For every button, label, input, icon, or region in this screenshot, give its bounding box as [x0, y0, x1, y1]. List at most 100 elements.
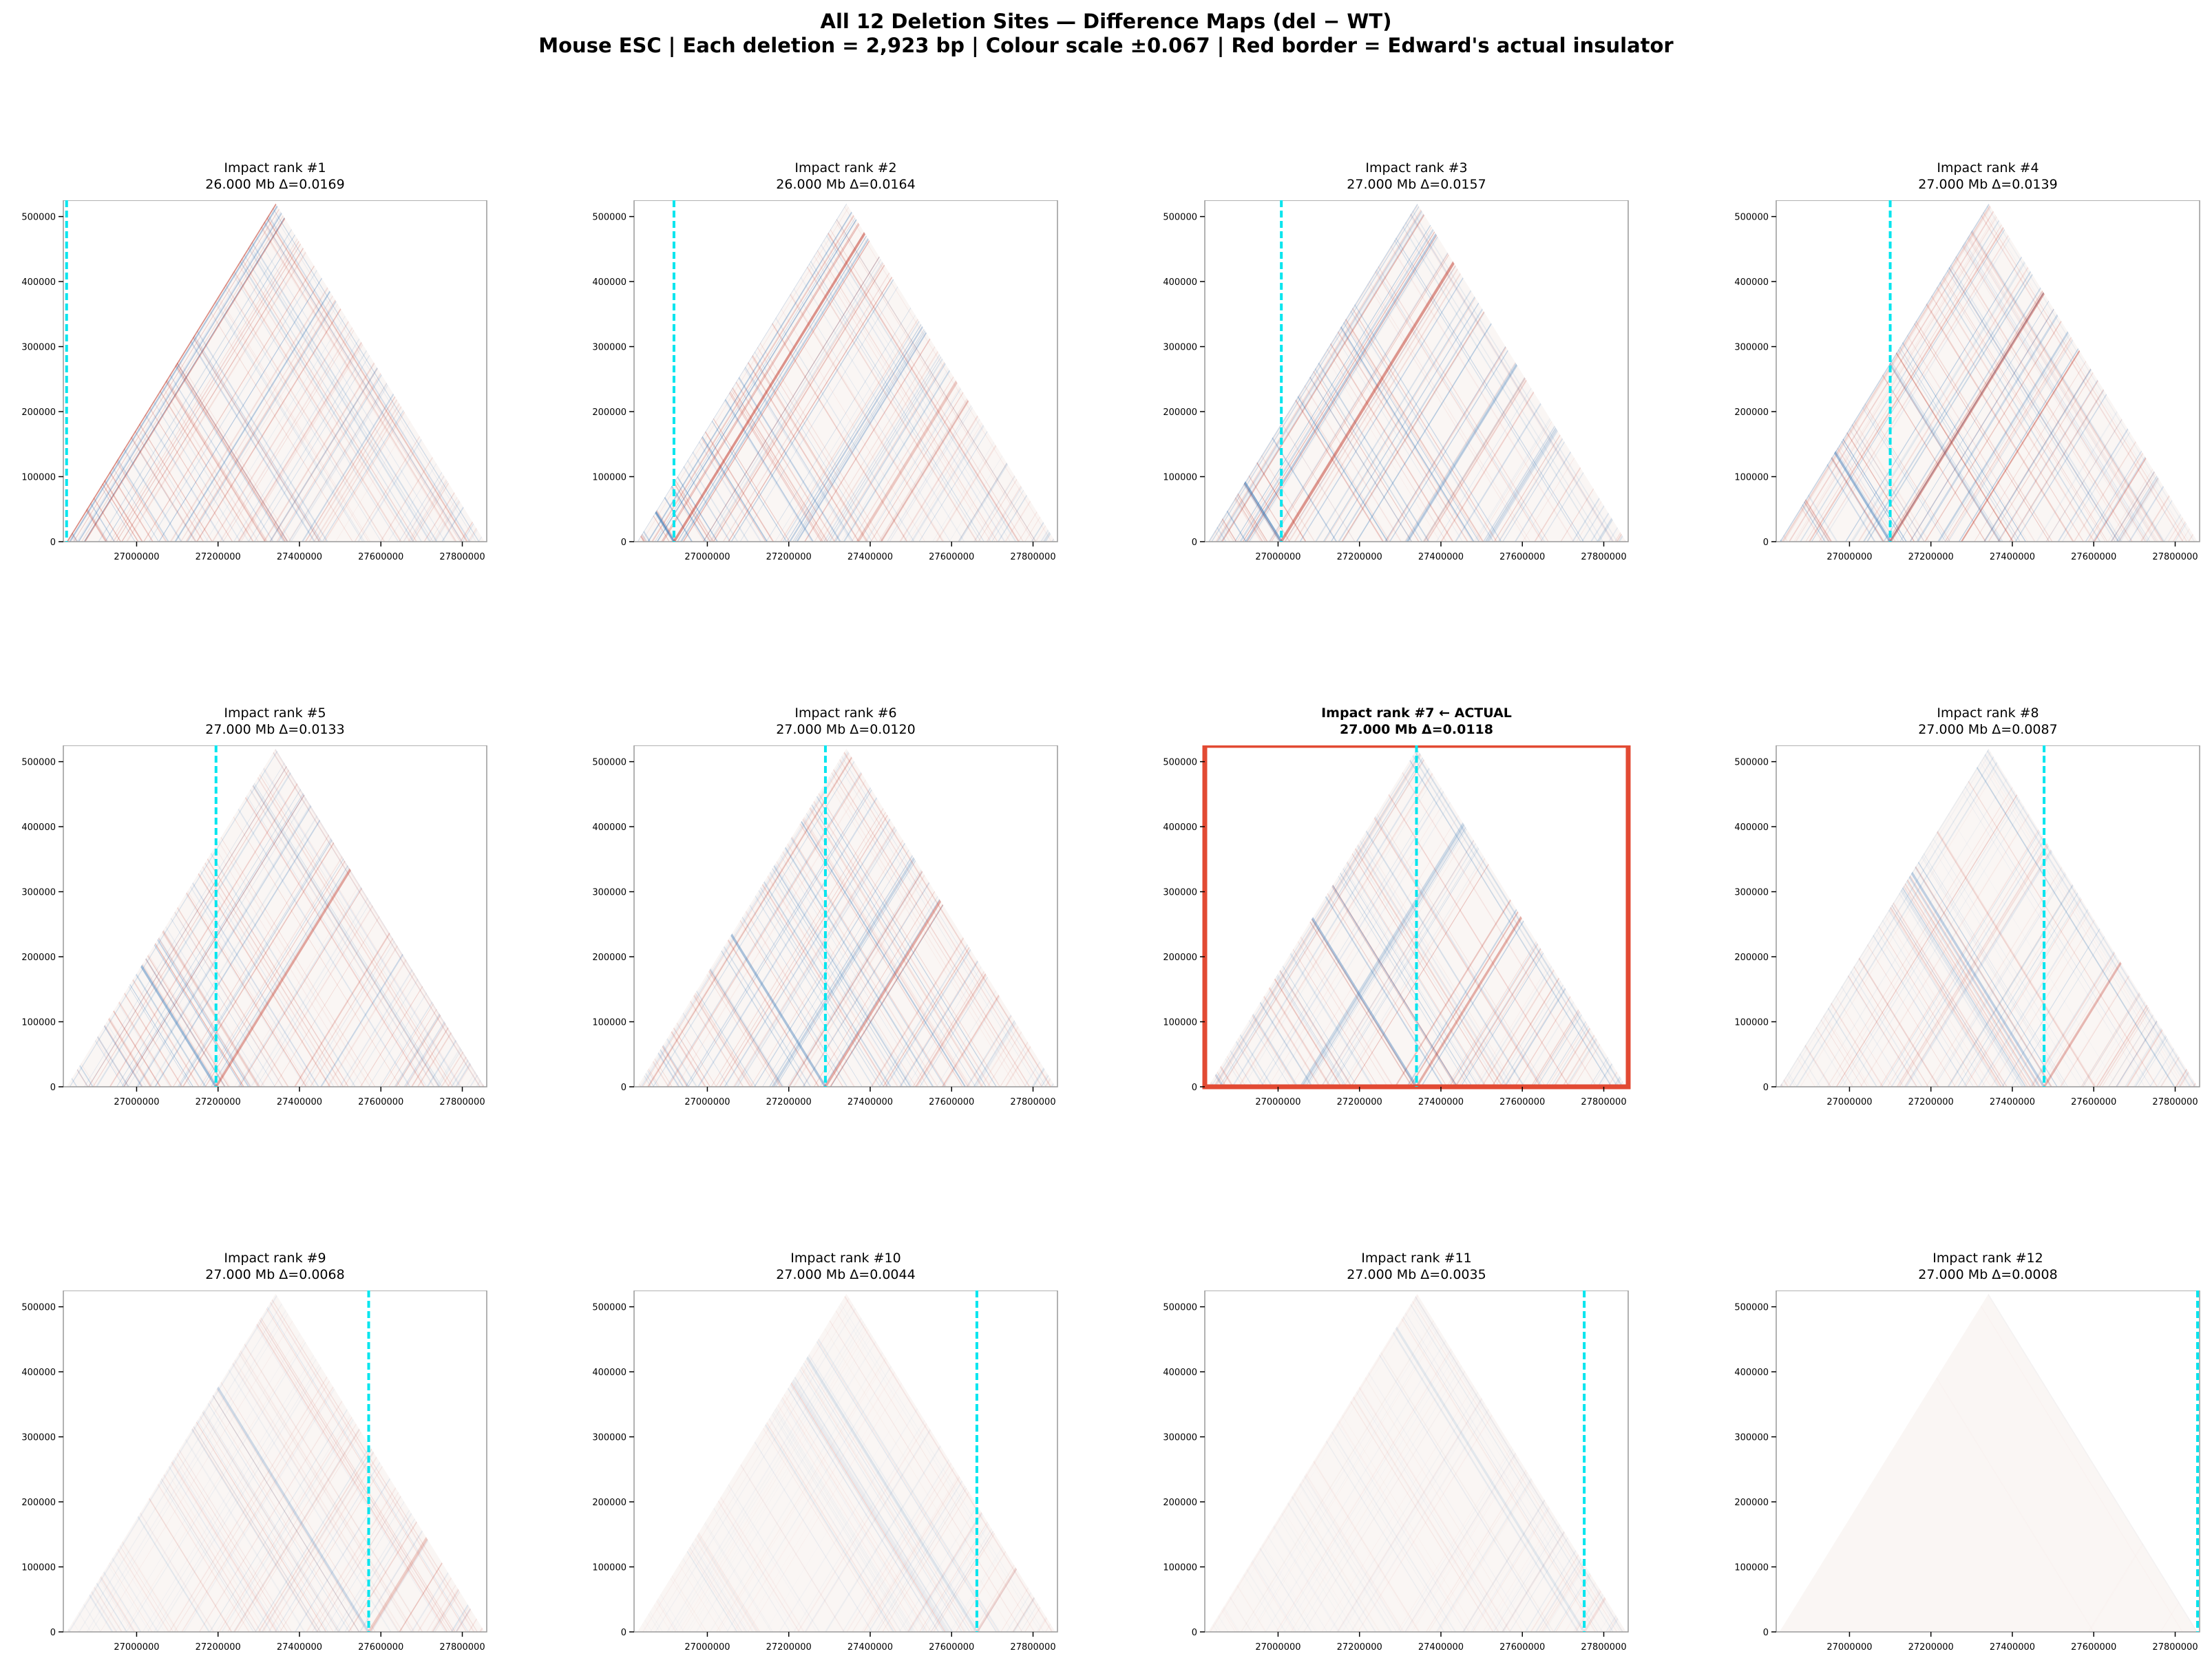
- panel-title-line1: Impact rank #6: [794, 705, 897, 721]
- difference-stripe: [1234, 203, 1614, 542]
- difference-stripe: [66, 748, 207, 1087]
- difference-map-panel-2: 0 100000 200000 300000 400000 500000 27000000 2…: [592, 200, 1058, 562]
- difference-stripe: [66, 1293, 254, 1632]
- difference-stripe: [1795, 203, 2176, 542]
- difference-stripe: [1477, 748, 1627, 1087]
- x-tick-label: 27600000: [358, 552, 403, 562]
- difference-stripe: [1472, 1293, 1627, 1632]
- y-tick-label: 200000: [592, 407, 626, 418]
- difference-map-panel-4: 0 100000 200000 300000 400000 500000 27000000 2…: [1734, 200, 2200, 562]
- difference-stripe: [675, 748, 1055, 1087]
- difference-stripe: [1619, 203, 1627, 542]
- difference-stripe: [2057, 203, 2198, 542]
- difference-stripe: [641, 203, 1021, 542]
- difference-stripe: [1589, 748, 1627, 1087]
- difference-stripe: [1024, 748, 1056, 1087]
- y-tick-label: 0: [50, 538, 56, 548]
- difference-stripe: [1779, 748, 1917, 1087]
- difference-stripe: [1208, 203, 1231, 542]
- difference-stripe: [879, 748, 1056, 1087]
- difference-stripe: [66, 203, 196, 542]
- difference-stripe: [637, 203, 822, 542]
- difference-stripe: [1495, 748, 1627, 1087]
- difference-stripe: [66, 748, 231, 1087]
- difference-stripe: [66, 203, 107, 542]
- y-tick-label: 500000: [592, 1303, 626, 1313]
- difference-stripe: [637, 203, 670, 542]
- x-tick-label: 27400000: [277, 552, 322, 562]
- panel-title-line2: 27.000 Mb Δ=0.0120: [776, 722, 916, 737]
- difference-stripe: [101, 748, 481, 1087]
- difference-stripe: [1473, 748, 1627, 1087]
- panel-title: Impact rank #1 26.000 Mb Δ=0.0169: [22, 160, 528, 193]
- x-tick-label: 27600000: [929, 552, 974, 562]
- deletion-diagonal: [66, 1293, 370, 1632]
- difference-stripe: [1219, 1293, 1599, 1632]
- y-tick-label: 300000: [21, 343, 56, 353]
- difference-stripe: [637, 748, 806, 1087]
- difference-stripe: [1486, 203, 1627, 542]
- x-tick-label: 27000000: [1255, 1097, 1300, 1107]
- triangle-background: [1208, 1293, 1627, 1632]
- y-tick-label: 0: [1192, 538, 1197, 548]
- difference-stripe: [1241, 203, 1621, 542]
- difference-stripe: [1779, 748, 1815, 1087]
- difference-stripe: [66, 203, 254, 542]
- difference-stripe: [903, 203, 1056, 542]
- difference-stripe: [98, 203, 478, 542]
- difference-stripe: [1618, 203, 1627, 542]
- difference-stripe: [324, 203, 485, 542]
- difference-stripe: [96, 748, 476, 1087]
- x-tick-label: 27000000: [1255, 552, 1300, 562]
- difference-stripe: [1808, 748, 2188, 1087]
- panel-title-line1: Impact rank #7 ← ACTUAL: [1321, 705, 1512, 721]
- difference-stripe: [335, 203, 485, 542]
- difference-stripe: [1243, 748, 1623, 1087]
- difference-stripe: [1208, 748, 1253, 1087]
- y-tick-label: 0: [621, 1628, 626, 1638]
- x-tick-label: 27600000: [1499, 1097, 1545, 1107]
- difference-stripe: [918, 203, 1056, 542]
- difference-stripe: [642, 748, 1022, 1087]
- difference-stripe: [1051, 203, 1056, 542]
- x-tick-label: 27800000: [1010, 1642, 1055, 1653]
- difference-stripe: [1040, 203, 1056, 542]
- difference-stripe: [1497, 203, 1627, 542]
- difference-stripe: [1446, 748, 1627, 1087]
- difference-stripe: [66, 203, 213, 542]
- difference-stripe: [2160, 748, 2198, 1087]
- panel-title-line2: 27.000 Mb Δ=0.0139: [1918, 177, 2058, 192]
- difference-stripe: [66, 748, 243, 1087]
- difference-stripe: [666, 748, 1046, 1087]
- difference-stripe: [656, 203, 1036, 542]
- difference-stripe: [1782, 203, 2162, 542]
- difference-stripe: [305, 203, 485, 542]
- panel-title-line2: 27.000 Mb Δ=0.0068: [205, 1267, 345, 1282]
- x-tick-label: 27800000: [439, 1642, 485, 1653]
- axes-frame: [633, 1291, 1058, 1633]
- difference-stripe: [71, 1293, 451, 1632]
- difference-stripe: [572, 1291, 660, 1632]
- panel-title-line2: 27.000 Mb Δ=0.0035: [1347, 1267, 1486, 1282]
- y-tick-label: 200000: [592, 1498, 626, 1508]
- difference-stripe: [637, 203, 813, 542]
- difference-stripe: [907, 1293, 1056, 1632]
- y-tick-label: 300000: [1163, 1433, 1197, 1443]
- difference-stripe: [1241, 1293, 1621, 1632]
- difference-stripe: [2190, 745, 2212, 1087]
- difference-stripe: [1239, 748, 1619, 1087]
- difference-stripe: [1779, 748, 1917, 1087]
- y-tick-label: 300000: [1163, 343, 1197, 353]
- panel-title-line1: Impact rank #1: [224, 160, 326, 176]
- difference-stripe: [637, 203, 1017, 542]
- difference-stripe: [333, 1293, 485, 1632]
- triangle-background: [1779, 1293, 2198, 1632]
- figure-title-line2: Mouse ESC | Each deletion = 2,923 bp | C…: [538, 34, 1674, 57]
- difference-stripe: [654, 203, 1034, 542]
- difference-map-panel-9: 0 100000 200000 300000 400000 500000 27000000 2…: [21, 1291, 487, 1653]
- difference-stripe: [467, 203, 485, 542]
- difference-stripe: [452, 748, 485, 1087]
- panel-title: Impact rank #6 27.000 Mb Δ=0.0120: [593, 705, 1099, 738]
- y-tick-label: 300000: [1734, 1433, 1769, 1443]
- difference-stripe: [919, 748, 1056, 1087]
